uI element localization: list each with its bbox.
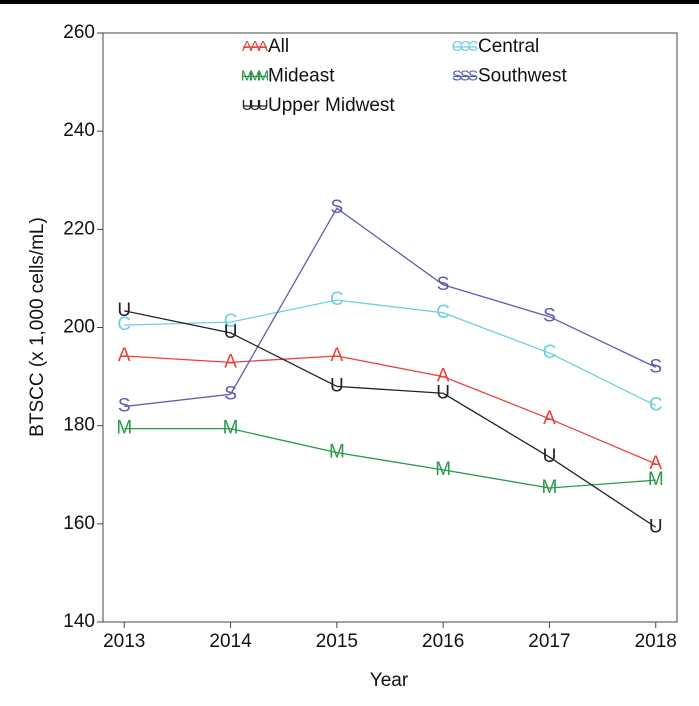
legend-label: Southwest — [478, 66, 567, 87]
y-axis-label: BTSCC (x 1,000 cells/mL) — [27, 217, 48, 437]
y-tick-label: 220 — [63, 218, 95, 239]
legend-label: Mideast — [268, 66, 335, 87]
series-line — [124, 299, 657, 407]
x-tick-label: 2013 — [103, 631, 145, 652]
legend-marker: U — [250, 97, 261, 114]
legend-marker: M — [241, 67, 254, 84]
point-marker: C — [117, 314, 131, 335]
legend-label: Upper Midwest — [268, 95, 395, 116]
point-marker: M — [435, 459, 451, 480]
point-marker: S — [437, 274, 450, 295]
point-marker: A — [118, 345, 131, 366]
x-tick-label: 2018 — [635, 631, 677, 652]
point-marker: U — [436, 382, 450, 403]
y-tick-label: 140 — [63, 611, 95, 632]
point-marker: S — [331, 197, 344, 218]
legend-marker: C — [452, 38, 463, 55]
point-marker: U — [649, 516, 663, 537]
legend-marker: C — [468, 38, 479, 55]
y-tick-label: 240 — [63, 120, 95, 141]
point-marker: M — [223, 418, 239, 439]
x-tick-label: 2015 — [316, 631, 358, 652]
top-bar — [0, 0, 699, 4]
point-marker: A — [437, 366, 450, 387]
legend-label: Central — [478, 36, 539, 57]
point-marker: U — [330, 375, 344, 396]
point-marker: C — [330, 289, 344, 310]
y-tick-label: 260 — [63, 22, 95, 43]
point-marker: A — [649, 453, 662, 474]
point-marker: U — [117, 300, 131, 321]
y-tick-label: 160 — [63, 513, 95, 534]
point-marker: M — [648, 469, 664, 490]
series-line — [124, 427, 656, 489]
point-marker: C — [543, 342, 557, 363]
legend-marker: S — [452, 67, 462, 84]
point-marker: M — [116, 418, 132, 439]
point-marker: S — [543, 306, 556, 327]
point-marker: A — [543, 408, 556, 429]
point-marker: C — [436, 302, 450, 323]
series-line — [124, 310, 657, 528]
legend-marker: M — [249, 67, 262, 84]
point-marker: U — [224, 322, 238, 343]
point-marker: A — [224, 351, 237, 372]
point-marker: S — [118, 396, 131, 417]
legend-marker: S — [468, 67, 478, 84]
x-tick-label: 2016 — [422, 631, 464, 652]
x-tick-label: 2014 — [209, 631, 252, 652]
legend-marker: A — [242, 38, 252, 55]
point-marker: M — [329, 442, 345, 463]
point-marker: C — [649, 395, 663, 416]
point-marker: S — [649, 356, 662, 377]
point-marker: S — [224, 383, 237, 404]
point-marker: U — [543, 446, 557, 467]
legend-marker: A — [250, 38, 260, 55]
series-line — [124, 355, 656, 465]
legend-marker: U — [242, 97, 253, 114]
y-tick-label: 200 — [63, 317, 95, 338]
point-marker: A — [331, 345, 344, 366]
plot-frame — [102, 32, 678, 623]
legend-marker: U — [258, 97, 269, 114]
y-tick-label: 180 — [63, 415, 95, 436]
legend-marker: C — [460, 38, 471, 55]
point-marker: C — [224, 311, 238, 332]
legend-marker: A — [258, 38, 268, 55]
x-axis-label: Year — [370, 670, 409, 691]
legend-marker: M — [257, 67, 270, 84]
series-line — [124, 207, 657, 408]
legend-marker: S — [460, 67, 470, 84]
x-tick-label: 2017 — [528, 631, 570, 652]
legend-label: All — [268, 36, 289, 57]
point-marker: M — [542, 477, 558, 498]
